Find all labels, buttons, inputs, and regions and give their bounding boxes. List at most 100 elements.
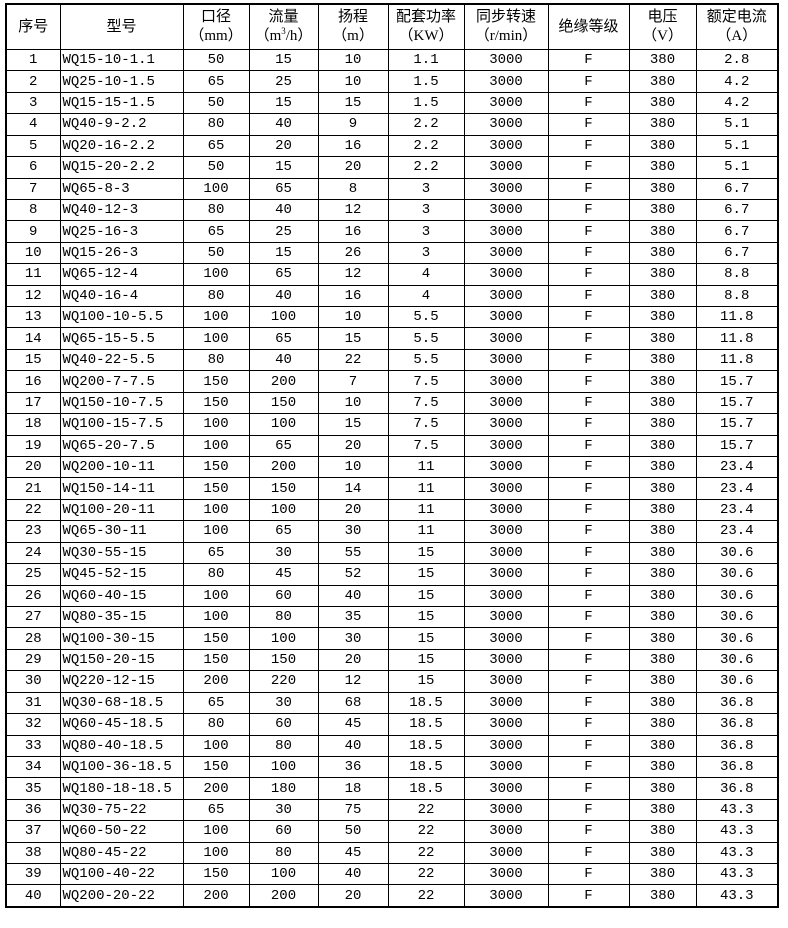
cell-insulation: F [547, 48, 630, 72]
cell-seq: 35 [5, 777, 61, 800]
cell-seq: 33 [5, 734, 61, 757]
cell-head: 7 [317, 370, 389, 393]
cell-power: 22 [387, 798, 465, 822]
cell-speed: 3000 [463, 670, 549, 693]
cell-power: 18.5 [387, 777, 465, 800]
table-row: 21 WQ150-14-11 150 150 14 11 3000 F 380 23.4 [5, 477, 779, 500]
cell-head: 18 [317, 777, 389, 800]
cell-seq: 6 [5, 156, 61, 179]
cell-voltage: 380 [628, 605, 697, 629]
cell-model: WQ100-40-22 [59, 863, 184, 886]
table-row: 10 WQ15-26-3 50 15 26 3 3000 F 380 6.7 [5, 241, 779, 265]
cell-model: WQ100-36-18.5 [59, 755, 184, 779]
cell-flow: 200 [248, 456, 319, 479]
cell-flow: 65 [248, 327, 319, 350]
cell-model: WQ30-75-22 [59, 798, 184, 822]
cell-power: 11 [387, 456, 465, 479]
cell-voltage: 380 [628, 327, 697, 350]
cell-current: 43.3 [695, 820, 779, 843]
table-row: 14 WQ65-15-5.5 100 65 15 5.5 3000 F 380 11.8 [5, 327, 779, 350]
cell-seq: 39 [5, 863, 61, 886]
cell-diameter: 150 [182, 627, 250, 650]
cell-power: 15 [387, 563, 465, 586]
cell-power: 15 [387, 648, 465, 672]
cell-model: WQ150-10-7.5 [59, 391, 184, 415]
cell-diameter: 150 [182, 456, 250, 479]
cell-seq: 24 [5, 541, 61, 565]
table-row: 37 WQ60-50-22 100 60 50 22 3000 F 380 43.3 [5, 820, 779, 843]
cell-head: 55 [317, 541, 389, 565]
cell-speed: 3000 [463, 134, 549, 158]
cell-model: WQ80-45-22 [59, 841, 184, 865]
cell-voltage: 380 [628, 156, 697, 179]
cell-current: 43.3 [695, 863, 779, 886]
cell-head: 20 [317, 156, 389, 179]
cell-power: 3 [387, 220, 465, 243]
table-row: 15 WQ40-22-5.5 80 40 22 5.5 3000 F 380 11.8 [5, 348, 779, 372]
cell-insulation: F [547, 713, 630, 736]
cell-power: 15 [387, 605, 465, 629]
cell-speed: 3000 [463, 884, 549, 908]
cell-seq: 14 [5, 327, 61, 350]
cell-flow: 180 [248, 777, 319, 800]
cell-voltage: 380 [628, 391, 697, 415]
cell-current: 2.8 [695, 48, 779, 72]
cell-current: 8.8 [695, 284, 779, 308]
cell-seq: 22 [5, 498, 61, 522]
col-title: 型号 [106, 18, 137, 35]
cell-model: WQ40-16-4 [59, 284, 184, 308]
cell-speed: 3000 [463, 70, 549, 93]
cell-seq: 5 [5, 134, 61, 158]
cell-speed: 3000 [463, 520, 549, 543]
table-row: 27 WQ80-35-15 100 80 35 15 3000 F 380 30.6 [5, 605, 779, 629]
cell-diameter: 80 [182, 113, 250, 136]
cell-head: 8 [317, 177, 389, 200]
cell-power: 7.5 [387, 391, 465, 415]
cell-current: 6.7 [695, 241, 779, 265]
cell-flow: 40 [248, 198, 319, 222]
cell-head: 12 [317, 263, 389, 286]
cell-insulation: F [547, 391, 630, 415]
cell-voltage: 380 [628, 434, 697, 458]
cell-seq: 37 [5, 820, 61, 843]
cell-speed: 3000 [463, 713, 549, 736]
cell-power: 18.5 [387, 734, 465, 757]
cell-seq: 17 [5, 391, 61, 415]
cell-current: 11.8 [695, 306, 779, 329]
table-row: 30 WQ220-12-15 200 220 12 15 3000 F 380 30.6 [5, 670, 779, 693]
cell-insulation: F [547, 798, 630, 822]
cell-seq: 32 [5, 713, 61, 736]
cell-speed: 3000 [463, 734, 549, 757]
cell-current: 36.8 [695, 691, 779, 715]
cell-diameter: 150 [182, 863, 250, 886]
cell-speed: 3000 [463, 605, 549, 629]
cell-flow: 15 [248, 241, 319, 265]
cell-seq: 29 [5, 648, 61, 672]
cell-voltage: 380 [628, 563, 697, 586]
cell-diameter: 80 [182, 713, 250, 736]
table-row: 3 WQ15-15-1.5 50 15 15 1.5 3000 F 380 4.2 [5, 91, 779, 115]
cell-speed: 3000 [463, 327, 549, 350]
cell-flow: 40 [248, 113, 319, 136]
cell-voltage: 380 [628, 584, 697, 607]
cell-power: 7.5 [387, 413, 465, 436]
cell-current: 8.8 [695, 263, 779, 286]
cell-flow: 15 [248, 156, 319, 179]
cell-speed: 3000 [463, 777, 549, 800]
cell-head: 50 [317, 820, 389, 843]
cell-flow: 30 [248, 798, 319, 822]
cell-seq: 8 [5, 198, 61, 222]
cell-seq: 21 [5, 477, 61, 500]
cell-head: 16 [317, 220, 389, 243]
cell-flow: 80 [248, 841, 319, 865]
cell-voltage: 380 [628, 498, 697, 522]
cell-head: 40 [317, 863, 389, 886]
cell-flow: 20 [248, 134, 319, 158]
cell-current: 23.4 [695, 498, 779, 522]
cell-head: 10 [317, 456, 389, 479]
cell-power: 22 [387, 863, 465, 886]
cell-insulation: F [547, 456, 630, 479]
cell-flow: 15 [248, 91, 319, 115]
cell-speed: 3000 [463, 391, 549, 415]
col-title: 序号 [18, 18, 49, 35]
